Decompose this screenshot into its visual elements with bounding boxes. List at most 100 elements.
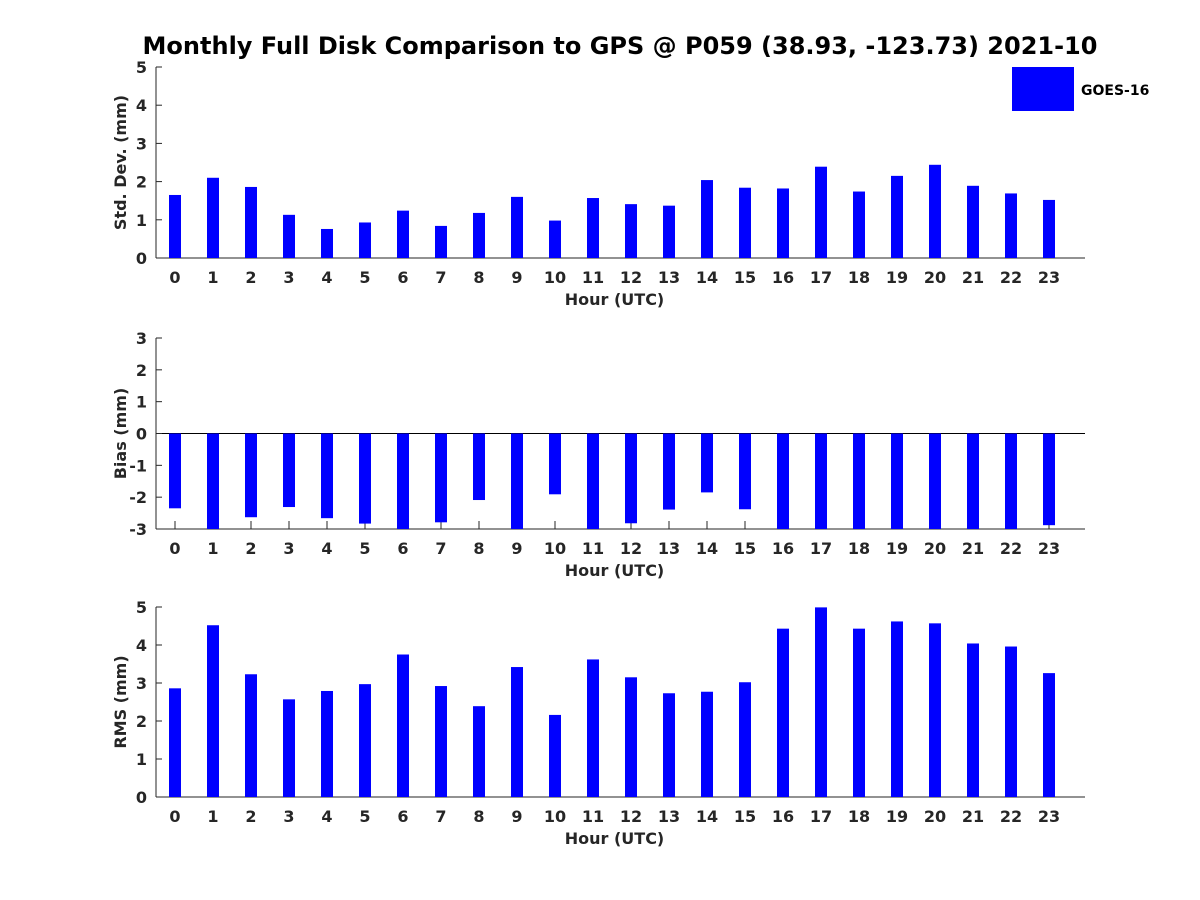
stddev-x-tick-label: 16 [772,268,794,287]
stddev-y-axis-label: Std. Dev. (mm) [111,95,130,230]
bias-bar [473,433,485,501]
rms-x-tick-label: 13 [658,807,680,826]
stddev-x-tick-label: 1 [207,268,218,287]
bias-bar [739,433,751,510]
bias-x-tick-label: 1 [207,539,218,558]
bias-x-tick-label: 7 [435,539,446,558]
bias-x-tick-label: 14 [696,539,718,558]
stddev-bar [815,166,827,258]
stddev-x-tick-label: 23 [1038,268,1060,287]
rms-x-tick-label: 17 [810,807,832,826]
stddev-x-tick-label: 8 [473,268,484,287]
rms-y-tick-label: 1 [136,750,147,769]
rms-x-tick-label: 18 [848,807,870,826]
bias-x-tick-label: 0 [169,539,180,558]
stddev-x-tick-label: 22 [1000,268,1022,287]
legend-swatch [1012,67,1074,111]
rms-x-tick-label: 14 [696,807,718,826]
bias-bar [283,433,295,508]
stddev-x-tick-label: 6 [397,268,408,287]
bias-y-tick-label: -1 [129,456,147,475]
stddev-x-tick-label: 18 [848,268,870,287]
rms-bar [321,690,333,797]
stddev-y-tick-label: 1 [136,211,147,230]
bias-bar [435,433,447,523]
rms-bar [283,699,295,797]
stddev-bar [1043,199,1055,258]
rms-x-tick-label: 3 [283,807,294,826]
stddev-x-tick-label: 21 [962,268,984,287]
rms-bar [1043,673,1055,797]
rms-bar [739,682,751,797]
stddev-bar [587,198,599,258]
bias-bar [549,433,561,495]
rms-bar [549,714,561,797]
bias-x-tick-label: 4 [321,539,332,558]
stddev-bar [283,214,295,258]
rms-bar [473,706,485,797]
bias-y-tick-label: -3 [129,520,147,539]
bias-bar [207,433,219,529]
rms-x-tick-label: 9 [511,807,522,826]
rms-bar [397,654,409,797]
rms-bar [1005,646,1017,797]
stddev-bar [853,191,865,258]
rms-x-tick-label: 22 [1000,807,1022,826]
rms-x-tick-label: 12 [620,807,642,826]
stddev-x-tick-label: 11 [582,268,604,287]
bias-bar [853,433,865,529]
stddev-x-tick-label: 13 [658,268,680,287]
rms-x-tick-label: 11 [582,807,604,826]
rms-x-tick-label: 7 [435,807,446,826]
bias-bar [321,433,333,519]
stddev-x-tick-label: 9 [511,268,522,287]
stddev-y-tick-label: 2 [136,173,147,192]
rms-bar [891,621,903,797]
bias-bar [511,433,523,529]
stddev-bar [435,225,447,258]
stddev-x-tick-label: 4 [321,268,332,287]
bias-x-tick-label: 13 [658,539,680,558]
bias-x-tick-label: 8 [473,539,484,558]
stddev-x-tick-label: 20 [924,268,946,287]
rms-x-axis-label: Hour (UTC) [565,829,665,848]
stddev-bar [359,222,371,258]
stddev-bar [321,228,333,258]
rms-x-tick-label: 21 [962,807,984,826]
bias-x-tick-label: 21 [962,539,984,558]
rms-x-tick-label: 1 [207,807,218,826]
stddev-bar [511,196,523,258]
rms-y-tick-label: 0 [136,788,147,807]
bias-bar [397,433,409,529]
rms-x-tick-label: 20 [924,807,946,826]
bias-x-tick-label: 17 [810,539,832,558]
bias-bar [663,433,675,510]
rms-bar [777,628,789,797]
rms-bar [435,686,447,797]
bias-bar [1043,433,1055,526]
bias-x-tick-label: 5 [359,539,370,558]
bias-x-tick-label: 2 [245,539,256,558]
stddev-y-tick-label: 3 [136,134,147,153]
rms-x-tick-label: 4 [321,807,332,826]
stddev-x-tick-label: 0 [169,268,180,287]
rms-y-tick-label: 4 [136,636,147,655]
rms-x-tick-label: 5 [359,807,370,826]
stddev-bar [207,177,219,258]
bias-y-tick-label: -2 [129,488,147,507]
rms-bar [967,643,979,797]
bias-x-tick-label: 12 [620,539,642,558]
chart-title: Monthly Full Disk Comparison to GPS @ P0… [143,32,1098,60]
bias-bar [587,433,599,529]
bias-x-tick-label: 11 [582,539,604,558]
rms-x-tick-label: 19 [886,807,908,826]
bias-bar [625,433,637,524]
bias-bar [359,433,371,524]
bias-bar [777,433,789,529]
stddev-x-tick-label: 14 [696,268,718,287]
rms-y-axis-label: RMS (mm) [111,655,130,748]
bias-y-tick-label: 0 [136,425,147,444]
stddev-x-tick-label: 5 [359,268,370,287]
